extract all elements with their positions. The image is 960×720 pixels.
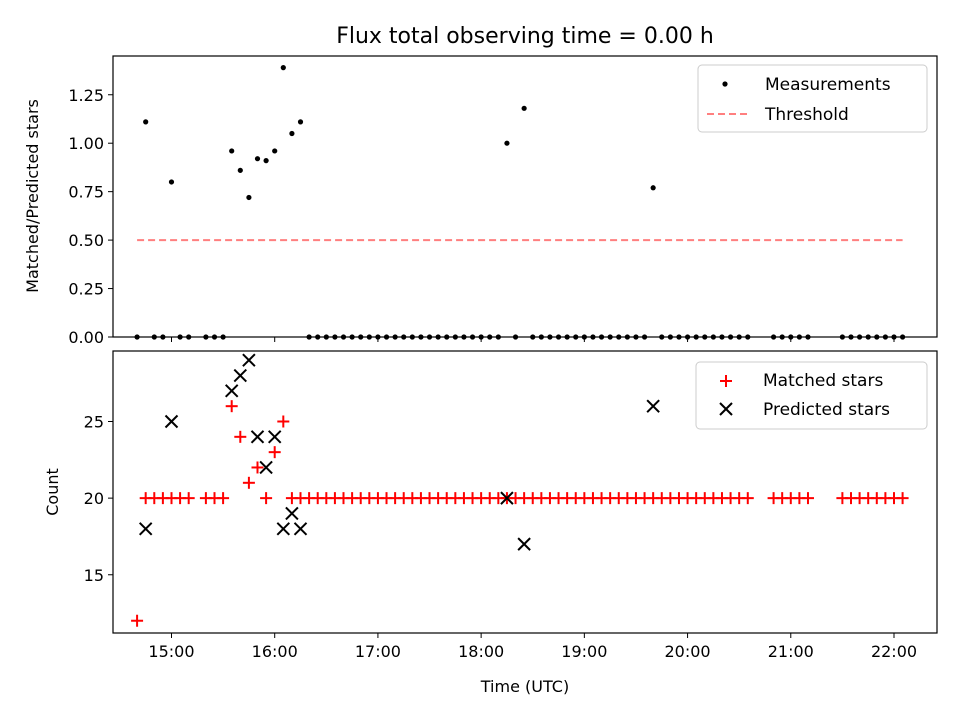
top-y-tick-label: 0.75 [68,183,104,202]
matched-stars-point [268,446,281,459]
matched-stars-point [801,492,814,505]
legend-predicted-marker [719,402,733,416]
measurements-point [521,105,527,111]
matched-stars-point [217,492,230,505]
measurements-point [143,119,149,125]
matched-stars-point [741,492,754,505]
legend-measurements-label: Measurements [765,75,891,95]
legend-threshold-label: Threshold [764,105,849,125]
predicted-stars-point [250,430,265,444]
legend-predicted-label: Predicted stars [763,400,890,420]
bottom-plot-area [131,353,909,627]
top-y-tick-label: 1.25 [68,86,104,105]
top-y-axis-label: Matched/Predicted stars [23,99,42,293]
predicted-stars-point [259,460,273,475]
predicted-stars-point [164,414,179,429]
predicted-stars-point [517,537,531,551]
matched-stars-point [234,430,247,443]
matched-stars-point [242,476,255,489]
predicted-stars-point [285,506,299,521]
matched-stars-point [131,614,144,627]
measurements-point [289,130,295,137]
measurements-point [229,148,235,154]
x-tick-label: 15:00 [148,642,194,661]
bottom-axes-frame [112,350,938,634]
predicted-stars-point [138,522,153,536]
legend-matched-marker [720,375,732,387]
measurements-point [237,167,243,173]
top-panel: Matched/Predicted stars Measurements Thr… [23,55,938,340]
top-y-tick-label: 0.50 [68,231,104,250]
matched-stars-point [251,461,264,474]
predicted-stars-point [276,522,291,536]
measurements-point [650,185,656,191]
predicted-stars-point [267,430,282,444]
predicted-stars-point [646,399,660,413]
measurements-point [280,65,286,71]
matched-stars-point [182,492,195,505]
measurements-point [168,179,175,185]
predicted-stars-point [242,353,256,367]
bottom-y-tick-label: 25 [84,413,104,432]
measurements-point [297,119,304,125]
top-y-tick-label: 1.00 [68,134,104,153]
top-legend: Measurements Threshold [697,64,928,133]
x-tick-label: 20:00 [665,642,711,661]
measurements-point [263,158,269,164]
x-tick-label: 21:00 [768,642,814,661]
legend-measurements-marker [722,81,728,87]
x-tick-label: 19:00 [561,642,607,661]
chart-title: Flux total observing time = 0.00 h [336,24,714,49]
top-y-tick-label: 0.00 [68,328,104,347]
predicted-stars-point [500,491,514,505]
predicted-stars-point [293,522,308,536]
x-tick-label: 22:00 [871,642,917,661]
bottom-legend: Matched stars Predicted stars [695,361,928,430]
matched-stars-point [277,415,290,428]
measurements-point [246,194,252,201]
x-tick-label: 16:00 [252,642,298,661]
top-y-tick-label: 0.25 [68,280,104,299]
bottom-panel: Count Time (UTC) Matched stars Predicted… [43,350,938,696]
matched-stars-point [896,492,909,505]
bottom-x-axis-label: Time (UTC) [480,677,569,696]
bottom-y-tick-label: 20 [84,489,104,508]
x-tick-label: 18:00 [458,642,504,661]
predicted-stars-point [233,368,248,383]
predicted-stars-point [224,384,239,398]
top-axes-frame [112,55,938,338]
measurements-point [272,148,278,154]
bottom-y-tick-label: 15 [84,566,104,585]
matched-stars-point [260,492,273,505]
top-legend-box [697,64,928,133]
matched-stars-point [225,400,238,413]
legend-matched-label: Matched stars [763,371,883,391]
x-tick-label: 17:00 [355,642,401,661]
bottom-y-axis-label: Count [43,468,62,516]
bottom-legend-box [695,361,928,430]
measurements-point [504,140,510,146]
measurements-point [254,156,261,162]
